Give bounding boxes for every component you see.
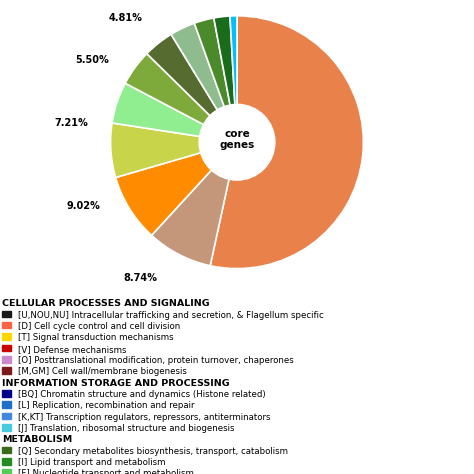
Text: METABOLISM: METABOLISM: [2, 436, 73, 445]
Text: [F] Nucleotide transport and metabolism: [F] Nucleotide transport and metabolism: [18, 469, 194, 474]
Wedge shape: [230, 16, 237, 142]
Text: [D] Cell cycle control and cell division: [D] Cell cycle control and cell division: [18, 322, 180, 331]
Text: [L] Replication, recombination and repair: [L] Replication, recombination and repai…: [18, 401, 194, 410]
Text: [I] Lipid transport and metabolism: [I] Lipid transport and metabolism: [18, 458, 165, 467]
Text: INFORMATION STORAGE AND PROCESSING: INFORMATION STORAGE AND PROCESSING: [2, 379, 230, 388]
Bar: [2, 413, 11, 419]
Bar: [2, 333, 11, 340]
Bar: [2, 310, 11, 317]
Wedge shape: [171, 23, 237, 142]
Text: [T] Signal transduction mechanisms: [T] Signal transduction mechanisms: [18, 333, 173, 342]
Bar: [2, 401, 11, 408]
Bar: [2, 356, 11, 363]
Bar: [2, 447, 11, 453]
Text: 5.50%: 5.50%: [75, 55, 109, 65]
Text: [Q] Secondary metabolites biosynthesis, transport, catabolism: [Q] Secondary metabolites biosynthesis, …: [18, 447, 288, 456]
Bar: [2, 424, 11, 430]
Text: [BQ] Chromatin structure and dynamics (Histone related): [BQ] Chromatin structure and dynamics (H…: [18, 390, 265, 399]
Text: [J] Translation, ribosomal structure and biogenesis: [J] Translation, ribosomal structure and…: [18, 424, 235, 433]
Text: [U,NOU,NU] Intracellular trafficking and secretion, & Flagellum specific: [U,NOU,NU] Intracellular trafficking and…: [18, 310, 324, 319]
Bar: [2, 367, 11, 374]
Wedge shape: [112, 83, 237, 142]
Text: core
genes: core genes: [219, 129, 255, 150]
Bar: [2, 458, 11, 465]
Wedge shape: [210, 16, 364, 269]
Text: 8.74%: 8.74%: [123, 273, 157, 283]
Text: [O] Posttranslational modification, protein turnover, chaperones: [O] Posttranslational modification, prot…: [18, 356, 294, 365]
Bar: [2, 345, 11, 351]
Text: [V] Defense mechanisms: [V] Defense mechanisms: [18, 345, 127, 354]
Bar: [2, 469, 11, 474]
Bar: [2, 322, 11, 328]
Text: 4.81%: 4.81%: [109, 13, 143, 23]
Bar: [2, 390, 11, 397]
Text: 9.02%: 9.02%: [66, 201, 100, 211]
Wedge shape: [214, 16, 237, 142]
Wedge shape: [194, 18, 237, 142]
Wedge shape: [116, 142, 237, 236]
Text: [M,GM] Cell wall/membrane biogenesis: [M,GM] Cell wall/membrane biogenesis: [18, 367, 187, 376]
Wedge shape: [152, 142, 237, 266]
Text: CELLULAR PROCESSES AND SIGNALING: CELLULAR PROCESSES AND SIGNALING: [2, 299, 210, 308]
Wedge shape: [125, 54, 237, 142]
Wedge shape: [110, 123, 237, 177]
Text: [K,KT] Transcription regulators, repressors, antiterminators: [K,KT] Transcription regulators, repress…: [18, 413, 271, 422]
Circle shape: [199, 104, 275, 180]
Wedge shape: [147, 34, 237, 142]
Text: 7.21%: 7.21%: [55, 118, 88, 128]
